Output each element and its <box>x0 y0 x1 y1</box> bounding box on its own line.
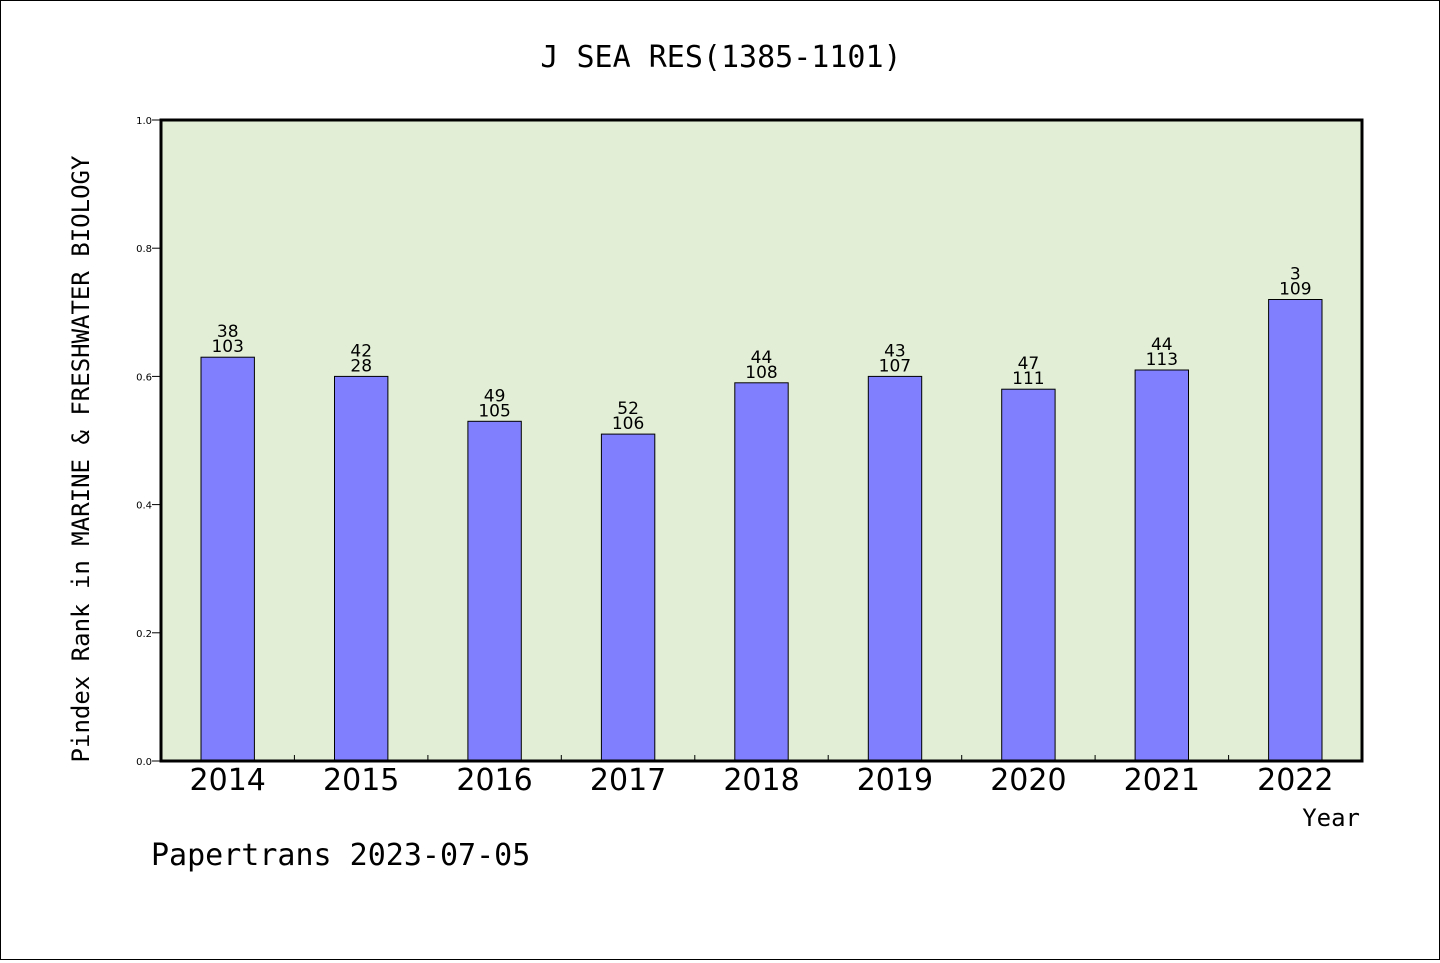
y-tick-label-1.0: 1.0 <box>136 116 152 127</box>
y-axis-title: Pindex Rank in MARINE & FRESHWATER BIOLO… <box>67 155 95 762</box>
x-tick-label-2016: 2016 <box>456 763 532 798</box>
y-tick-label-0.6: 0.6 <box>136 372 152 383</box>
y-tick-label-0.0: 0.0 <box>136 757 152 768</box>
data-label-top-2021: 44 <box>1151 335 1173 355</box>
data-label-bottom-2014: 103 <box>211 337 243 357</box>
bar-2022 <box>1268 299 1323 762</box>
data-label-top-2014: 38 <box>217 322 239 342</box>
bar-2020 <box>1001 388 1056 762</box>
bar-2019 <box>867 375 923 762</box>
data-label-top-2019: 43 <box>884 341 906 361</box>
x-tick-label-2019: 2019 <box>857 763 933 798</box>
data-label-bottom-2015: 28 <box>350 356 372 376</box>
chart-title: J SEA RES(1385-1101) <box>540 40 901 75</box>
data-label-bottom-2019: 107 <box>879 356 911 376</box>
data-label-top-2016: 49 <box>484 386 506 406</box>
x-axis-title: Year <box>1302 804 1360 832</box>
bar-2014 <box>200 356 255 762</box>
footer-credit: Papertrans 2023-07-05 <box>151 838 530 873</box>
data-label-bottom-2016: 105 <box>478 401 510 421</box>
data-label-bottom-2021: 113 <box>1146 350 1178 370</box>
y-axis: 0.0 0.2 0.4 0.6 0.8 1.0 <box>136 116 161 768</box>
data-label-top-2017: 52 <box>617 399 639 419</box>
data-label-top-2015: 42 <box>350 341 372 361</box>
x-tick-label-2021: 2021 <box>1124 763 1200 798</box>
data-label-bottom-2022: 109 <box>1279 280 1311 300</box>
bar-2015 <box>334 375 389 762</box>
plot-border <box>159 118 1364 763</box>
x-tick-label-2014: 2014 <box>190 763 266 798</box>
data-label-bottom-2017: 106 <box>612 414 644 434</box>
bar-2018 <box>734 382 789 762</box>
data-label-top-2022: 3 <box>1290 265 1301 285</box>
bar-2016 <box>467 420 522 762</box>
bar-2017 <box>600 433 656 762</box>
data-label-bottom-2020: 111 <box>1012 369 1044 389</box>
x-tick-label-2015: 2015 <box>323 763 399 798</box>
x-axis: 2014 2015 2016 2017 2018 2019 2020 2021 2022 <box>190 755 1333 798</box>
x-tick-label-2022: 2022 <box>1257 763 1333 798</box>
data-label-top-2018: 44 <box>751 348 773 368</box>
x-tick-label-2018: 2018 <box>723 763 799 798</box>
y-tick-label-0.2: 0.2 <box>136 629 152 640</box>
x-tick-label-2017: 2017 <box>590 763 666 798</box>
y-tick-label-0.8: 0.8 <box>136 244 152 255</box>
x-tick-label-2020: 2020 <box>990 763 1066 798</box>
bars-group <box>200 299 1323 762</box>
y-tick-label-0.4: 0.4 <box>136 501 152 512</box>
data-label-top-2020: 47 <box>1018 354 1040 374</box>
bar-2021 <box>1134 369 1189 762</box>
data-label-bottom-2018: 108 <box>745 363 777 383</box>
